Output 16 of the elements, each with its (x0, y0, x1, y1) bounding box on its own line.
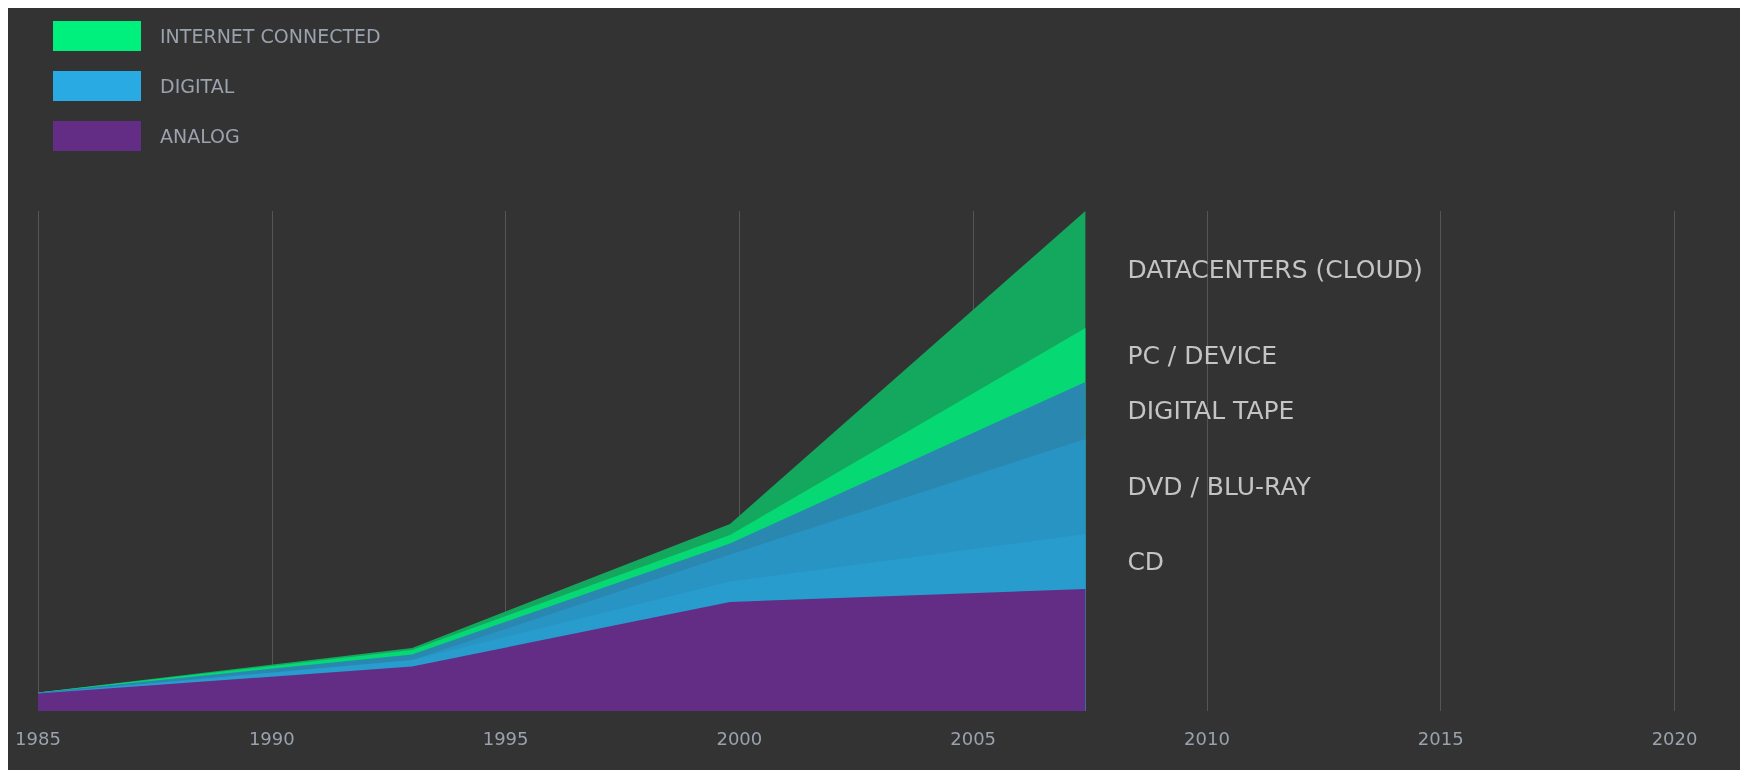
x-tick-label: 2020 (1651, 727, 1698, 749)
x-tick-label: 1990 (248, 727, 295, 749)
legend-label: DIGITAL (160, 75, 235, 97)
series-label: CD (1127, 547, 1165, 576)
series-label: DIGITAL TAPE (1127, 396, 1295, 425)
x-tick-label: 2015 (1417, 727, 1464, 749)
x-tick-label: 2000 (716, 727, 763, 749)
x-tick-label: 1995 (482, 727, 529, 749)
series-label: DVD / BLU-RAY (1127, 472, 1312, 501)
series-label: DATACENTERS (CLOUD) (1127, 255, 1423, 284)
series-label: PC / DEVICE (1127, 340, 1278, 370)
legend-label: INTERNET CONNECTED (160, 25, 381, 47)
x-tick-label: 1985 (15, 727, 61, 749)
legend-label: ANALOG (160, 125, 240, 147)
x-tick-label: 2005 (950, 727, 997, 749)
x-tick-label: 2010 (1184, 727, 1230, 749)
